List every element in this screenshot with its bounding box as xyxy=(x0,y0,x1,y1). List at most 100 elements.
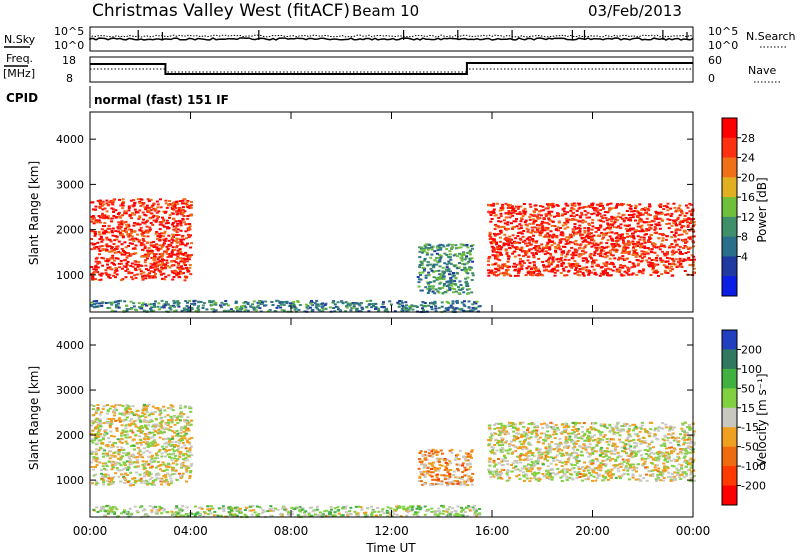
echo-cell xyxy=(125,404,129,407)
echo-cell xyxy=(94,233,97,235)
echo-cell xyxy=(108,424,112,427)
echo-cell xyxy=(94,435,98,438)
echo-cell xyxy=(560,238,564,241)
echo-cell xyxy=(513,250,517,253)
echo-cell xyxy=(666,209,670,212)
echo-cell xyxy=(623,250,627,252)
echo-cell xyxy=(182,458,185,461)
echo-cell xyxy=(626,266,629,269)
echo-cell xyxy=(685,431,689,434)
echo-cell xyxy=(108,440,112,443)
echo-cell xyxy=(544,235,548,238)
echo-cell xyxy=(182,464,186,467)
echo-cell xyxy=(162,475,166,477)
echo-cell xyxy=(153,438,157,441)
echo-cell xyxy=(179,435,183,437)
echo-cell xyxy=(121,431,124,434)
echo-cell xyxy=(565,469,569,472)
echo-cell xyxy=(445,300,449,303)
echo-cell xyxy=(599,252,603,255)
echo-cell xyxy=(579,254,583,257)
colorbar-tick-label: 4 xyxy=(741,250,748,263)
echo-cell xyxy=(511,252,515,255)
echo-cell xyxy=(95,463,99,466)
echo-cell xyxy=(427,283,431,286)
echo-cell xyxy=(602,271,605,274)
echo-cell xyxy=(457,464,461,467)
echo-cell xyxy=(498,236,502,239)
echo-cell xyxy=(496,264,500,267)
echo-cell xyxy=(107,301,111,304)
echo-cell xyxy=(574,242,578,245)
echo-cell xyxy=(170,250,174,253)
echo-cell xyxy=(534,251,538,254)
echo-cell xyxy=(388,300,392,303)
echo-cell xyxy=(641,213,645,216)
echo-cell xyxy=(487,257,491,260)
echo-cell xyxy=(529,205,533,208)
echo-cell xyxy=(472,308,476,311)
echo-cell xyxy=(587,222,591,225)
echo-cell xyxy=(129,228,133,231)
echo-cell xyxy=(94,418,98,421)
echo-cell xyxy=(271,304,275,306)
echo-cell xyxy=(288,305,292,307)
echo-cell xyxy=(106,443,110,446)
echo-cell xyxy=(494,257,498,260)
echo-cell xyxy=(578,231,582,234)
echo-cell xyxy=(135,309,138,312)
echo-cell xyxy=(570,464,574,467)
echo-cell xyxy=(112,442,116,445)
echo-cell xyxy=(661,438,665,441)
echo-cell xyxy=(283,301,286,303)
echo-cell xyxy=(523,250,527,252)
echo-cell xyxy=(686,451,690,454)
echo-cell xyxy=(122,253,126,256)
echo-cell xyxy=(666,260,670,263)
echo-cell xyxy=(422,248,426,251)
echo-cell xyxy=(463,466,467,469)
echo-cell xyxy=(177,415,181,418)
echo-cell xyxy=(190,254,193,257)
echo-cell xyxy=(688,236,692,239)
echo-cell xyxy=(572,232,576,235)
echo-cell xyxy=(90,404,94,406)
echo-cell xyxy=(169,254,173,257)
echo-cell xyxy=(293,308,297,311)
echo-cell xyxy=(466,272,470,275)
echo-cell xyxy=(419,278,423,281)
echo-cell xyxy=(453,459,457,462)
echo-cell xyxy=(654,210,658,213)
echo-cell xyxy=(500,225,504,228)
echo-cell xyxy=(680,449,684,452)
echo-cell xyxy=(614,464,618,467)
echo-cell xyxy=(551,260,555,263)
echo-cell xyxy=(98,253,101,256)
echo-cell xyxy=(187,306,191,309)
echo-cell xyxy=(179,257,183,260)
echo-cell xyxy=(125,454,129,457)
echo-cell xyxy=(625,250,629,253)
echo-cell xyxy=(676,443,680,446)
echo-cell xyxy=(690,259,694,261)
echo-cell xyxy=(165,303,169,305)
echo-cell xyxy=(112,414,116,417)
echo-cell xyxy=(183,437,187,440)
echo-cell xyxy=(202,302,206,304)
noise-sky-label: N.Sky xyxy=(4,33,36,46)
echo-cell xyxy=(136,265,140,268)
echo-cell xyxy=(583,210,587,213)
echo-cell xyxy=(559,442,563,445)
echo-cell xyxy=(462,254,466,256)
echo-cell xyxy=(182,257,186,260)
echo-cell xyxy=(169,482,173,485)
echo-cell xyxy=(430,462,434,465)
echo-cell xyxy=(423,474,427,477)
echo-cell xyxy=(657,223,661,226)
echo-cell xyxy=(438,265,442,268)
echo-cell xyxy=(463,258,467,261)
echo-cell xyxy=(224,300,228,302)
echo-cell xyxy=(141,278,145,281)
echo-cell xyxy=(427,449,431,451)
echo-cell xyxy=(129,430,133,433)
